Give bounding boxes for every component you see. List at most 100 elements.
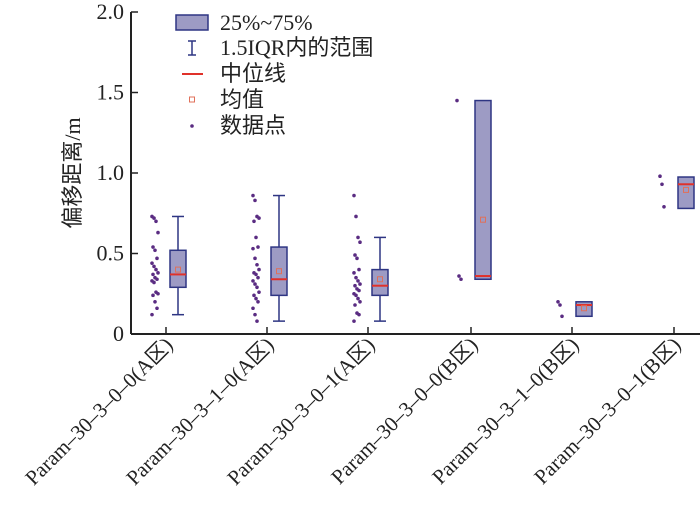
data-point <box>253 312 257 317</box>
data-point <box>255 319 259 323</box>
mean-marker <box>276 268 282 275</box>
data-point <box>457 274 461 278</box>
data-point <box>358 240 362 245</box>
box-group <box>455 98 492 282</box>
data-point <box>150 312 154 317</box>
data-point <box>253 198 257 203</box>
iqr-box <box>575 301 593 318</box>
y-axis-label: 偏移距离/m <box>60 117 85 228</box>
y-tick-label: 1.5 <box>97 80 125 105</box>
box-group <box>352 193 389 323</box>
data-point <box>356 235 360 240</box>
data-point <box>662 205 666 209</box>
data-point <box>156 271 160 275</box>
y-tick-label: 1.0 <box>97 160 125 185</box>
data-point <box>256 245 260 249</box>
mean-marker <box>683 186 689 193</box>
mean-marker <box>175 266 181 273</box>
data-point <box>153 248 157 253</box>
y-tick-label: 0 <box>113 321 124 346</box>
data-point <box>660 182 664 187</box>
data-point <box>352 271 356 275</box>
iqr-box <box>371 268 389 297</box>
data-point <box>154 267 158 272</box>
data-point <box>358 300 362 304</box>
data-point <box>358 282 362 286</box>
legend-label: 数据点 <box>220 113 286 138</box>
data-point <box>251 246 255 251</box>
data-point <box>357 312 361 317</box>
y-tick-label: 0.5 <box>97 241 125 266</box>
axes: 0 0.5 1.0 1.5 2.0 <box>97 0 700 346</box>
data-point <box>357 288 361 293</box>
data-point <box>356 296 360 301</box>
data-point <box>256 275 260 280</box>
data-point <box>150 261 154 265</box>
data-point <box>257 216 261 220</box>
data-point <box>558 303 562 307</box>
data-point <box>353 283 357 288</box>
box-group <box>150 214 187 317</box>
iqr-box <box>270 246 288 297</box>
legend-box-swatch <box>175 14 209 31</box>
data-point <box>355 256 359 261</box>
data-point <box>153 300 157 304</box>
data-point <box>354 293 358 298</box>
legend-label: 1.5IQR内的范围 <box>220 35 373 60</box>
data-point <box>356 279 360 283</box>
data-point <box>255 262 259 267</box>
data-point <box>252 219 256 224</box>
data-point <box>353 253 357 257</box>
data-point <box>254 272 258 277</box>
legend-label: 中位线 <box>220 61 286 86</box>
data-point <box>352 193 356 198</box>
data-point <box>658 174 662 179</box>
data-point <box>156 291 160 296</box>
data-point <box>253 256 257 261</box>
mean-marker <box>480 216 486 223</box>
data-point <box>257 267 261 272</box>
data-point <box>254 296 258 301</box>
iqr-box <box>169 249 187 289</box>
data-point <box>556 300 560 304</box>
box-group <box>658 174 695 210</box>
data-point <box>255 285 259 290</box>
data-point <box>155 277 159 282</box>
mean-marker <box>377 276 383 283</box>
data-point <box>251 306 255 311</box>
y-tick-label: 2.0 <box>97 0 125 24</box>
iqr-box <box>474 99 492 281</box>
box-group <box>556 300 593 319</box>
data-point <box>254 235 258 240</box>
data-point <box>253 282 257 286</box>
data-point <box>152 216 156 220</box>
data-point <box>155 256 159 261</box>
data-point <box>251 193 255 198</box>
data-point <box>357 267 361 272</box>
data-point <box>151 245 155 249</box>
data-point <box>155 306 159 311</box>
boxes <box>150 98 695 323</box>
data-point <box>151 272 155 277</box>
x-tick-labels: Param–30–3–0–0(A区)Param–30–3–1–0(A区)Para… <box>20 333 685 490</box>
legend-point-swatch <box>190 124 194 128</box>
data-point <box>560 314 564 319</box>
data-point <box>455 98 459 103</box>
legend-label: 均值 <box>220 87 264 112</box>
data-point <box>251 279 255 283</box>
data-point <box>152 280 156 285</box>
data-point <box>252 293 256 298</box>
data-point <box>152 264 156 269</box>
box-group <box>251 193 288 323</box>
data-point <box>256 300 260 304</box>
data-point <box>156 230 160 235</box>
mean-marker <box>581 305 587 312</box>
data-point <box>257 290 261 294</box>
legend-mean-swatch <box>189 96 195 103</box>
data-point <box>151 293 155 298</box>
data-point <box>354 214 358 219</box>
data-point <box>353 303 357 307</box>
data-point <box>459 277 463 282</box>
data-point <box>354 275 358 280</box>
